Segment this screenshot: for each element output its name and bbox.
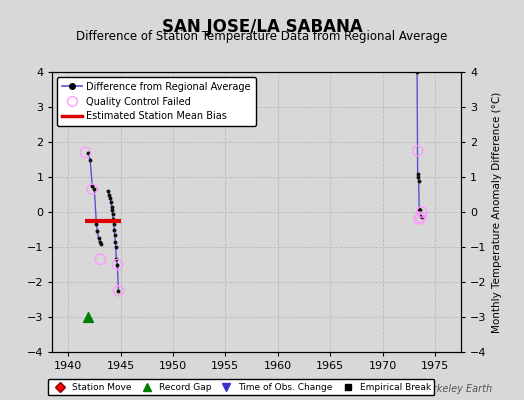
Point [415, 216, 423, 222]
Point [111, 232, 119, 238]
Point [110, 221, 118, 228]
Point [104, 188, 112, 194]
Point [105, 191, 113, 198]
Point [413, 170, 422, 177]
Point [92, 221, 101, 228]
Point [414, 177, 423, 184]
Point [88, 186, 96, 192]
Point [112, 256, 121, 262]
Point [113, 261, 122, 268]
Point [107, 204, 116, 210]
Point [416, 207, 424, 214]
Point [113, 261, 122, 268]
Point [83, 314, 92, 320]
Point [90, 186, 99, 192]
Point [81, 149, 90, 156]
Point [112, 244, 120, 250]
Point [109, 216, 117, 222]
Point [418, 209, 426, 215]
Point [418, 214, 426, 220]
Point [413, 148, 422, 154]
Point [417, 212, 425, 219]
Point [417, 214, 425, 220]
Text: SAN JOSE/LA SABANA: SAN JOSE/LA SABANA [161, 18, 363, 36]
Y-axis label: Monthly Temperature Anomaly Difference (°C): Monthly Temperature Anomaly Difference (… [492, 91, 502, 333]
Point [414, 174, 422, 180]
Point [111, 238, 119, 245]
Point [96, 240, 105, 247]
Point [96, 256, 105, 262]
Point [114, 288, 123, 294]
Text: Berkeley Earth: Berkeley Earth [420, 384, 493, 394]
Point [95, 238, 104, 245]
Point [114, 288, 123, 294]
Point [88, 182, 96, 189]
Point [413, 69, 421, 75]
Point [110, 226, 118, 233]
Point [107, 198, 115, 205]
Legend: Difference from Regional Average, Quality Control Failed, Estimated Station Mean: Difference from Regional Average, Qualit… [57, 77, 256, 126]
Point [108, 210, 117, 217]
Text: Difference of Station Temperature Data from Regional Average: Difference of Station Temperature Data f… [77, 30, 447, 43]
Point [94, 235, 103, 242]
Point [84, 149, 92, 156]
Point [415, 205, 423, 212]
Point [93, 228, 102, 234]
Point [106, 195, 114, 201]
Point [86, 156, 94, 163]
Legend: Station Move, Record Gap, Time of Obs. Change, Empirical Break: Station Move, Record Gap, Time of Obs. C… [48, 379, 434, 396]
Point [108, 207, 116, 214]
